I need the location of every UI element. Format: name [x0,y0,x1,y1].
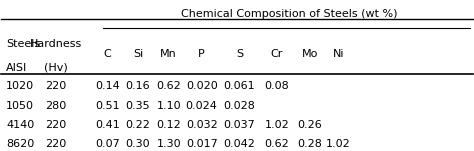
Text: 0.30: 0.30 [126,139,150,149]
Text: 0.22: 0.22 [126,120,150,130]
Text: 1.02: 1.02 [264,120,290,130]
Text: 0.020: 0.020 [186,81,218,91]
Text: 0.12: 0.12 [156,120,181,130]
Text: 0.061: 0.061 [224,81,255,91]
Text: Ni: Ni [333,49,344,59]
Text: 0.26: 0.26 [298,120,322,130]
Text: 0.51: 0.51 [95,101,120,111]
Text: 1.10: 1.10 [156,101,181,111]
Text: 0.028: 0.028 [223,101,255,111]
Text: 0.024: 0.024 [186,101,218,111]
Text: Mo: Mo [302,49,318,59]
Text: 0.042: 0.042 [223,139,255,149]
Text: 0.017: 0.017 [186,139,218,149]
Text: (Hv): (Hv) [44,63,67,72]
Text: 280: 280 [45,101,66,111]
Text: Chemical Composition of Steels (wt %): Chemical Composition of Steels (wt %) [181,9,397,19]
Text: 0.28: 0.28 [298,139,322,149]
Text: 0.62: 0.62 [156,81,181,91]
Text: 0.032: 0.032 [186,120,218,130]
Text: 1020: 1020 [6,81,34,91]
Text: Steels: Steels [6,39,40,49]
Text: Si: Si [133,49,143,59]
Text: P: P [198,49,205,59]
Text: 1050: 1050 [6,101,34,111]
Text: 0.07: 0.07 [95,139,120,149]
Text: 220: 220 [45,139,66,149]
Text: 0.08: 0.08 [264,81,290,91]
Text: 0.35: 0.35 [126,101,150,111]
Text: Hardness: Hardness [29,39,82,49]
Text: 0.62: 0.62 [264,139,290,149]
Text: C: C [103,49,111,59]
Text: 1.30: 1.30 [156,139,181,149]
Text: 8620: 8620 [6,139,34,149]
Text: 0.16: 0.16 [126,81,150,91]
Text: Cr: Cr [271,49,283,59]
Text: 220: 220 [45,81,66,91]
Text: 0.14: 0.14 [95,81,120,91]
Text: Mn: Mn [160,49,177,59]
Text: S: S [236,49,243,59]
Text: 4140: 4140 [6,120,34,130]
Text: 220: 220 [45,120,66,130]
Text: AISI: AISI [6,63,27,72]
Text: 0.037: 0.037 [223,120,255,130]
Text: 1.02: 1.02 [326,139,351,149]
Text: 0.41: 0.41 [95,120,120,130]
